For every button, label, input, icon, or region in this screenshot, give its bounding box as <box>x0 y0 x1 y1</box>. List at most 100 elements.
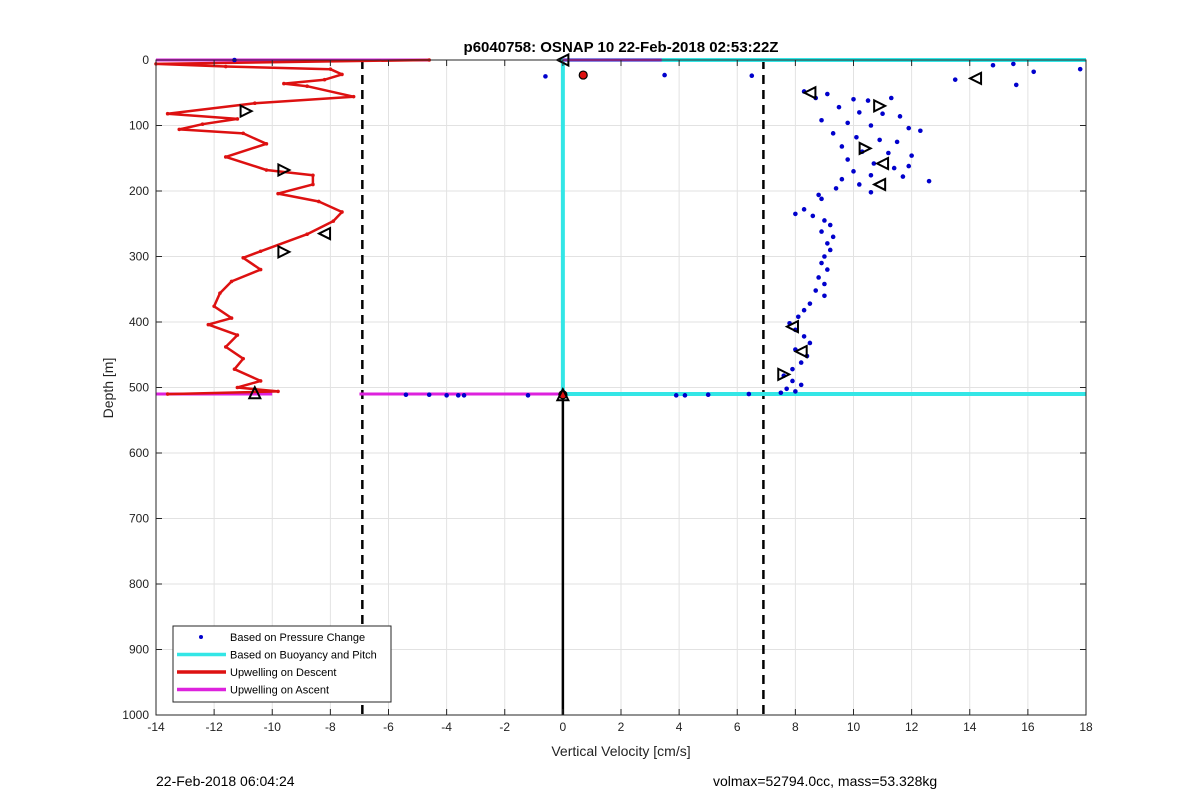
pressure-point <box>952 77 958 82</box>
y-tick-label: 800 <box>129 577 149 591</box>
pressure-point <box>403 392 409 398</box>
pressure-point <box>705 392 711 398</box>
pressure-point <box>868 123 874 128</box>
grid-lines <box>155 59 1087 716</box>
pressure-point <box>790 366 795 372</box>
footer-timestamp: 22-Feb-2018 06:04:24 <box>156 773 295 789</box>
pressure-point <box>857 110 862 115</box>
descent-point <box>282 81 286 86</box>
pressure-point <box>816 275 821 280</box>
x-tick-label: -6 <box>383 720 394 734</box>
pressure-point <box>444 393 449 398</box>
pressure-point <box>543 74 548 79</box>
descent-point <box>316 199 321 204</box>
pressure-point <box>455 393 461 398</box>
pressure-point <box>822 281 827 287</box>
pressure-point <box>825 91 830 97</box>
descent-point <box>223 155 228 159</box>
pressure-point <box>819 196 824 202</box>
pressure-point <box>749 73 755 79</box>
pressure-point <box>900 174 906 179</box>
y-tick-label: 600 <box>129 446 149 460</box>
pressure-point <box>880 111 885 117</box>
y-tick-label: 400 <box>129 315 149 329</box>
pressure-point <box>461 393 467 398</box>
pressure-point <box>801 307 807 313</box>
descent-point <box>276 389 280 394</box>
triangle-marker <box>239 103 254 119</box>
descent-point <box>241 256 245 260</box>
descent-point <box>241 131 245 136</box>
x-tick-label: 6 <box>734 720 741 734</box>
descent-point <box>235 117 240 121</box>
pressure-point <box>830 234 836 240</box>
pressure-point <box>807 301 813 306</box>
descent-point <box>258 249 263 254</box>
descent-point <box>218 291 222 295</box>
y-tick-label: 300 <box>129 250 149 264</box>
triangle-marker <box>555 386 570 402</box>
footer-volmax-mass: volmax=52794.0cc, mass=53.328kg <box>713 773 938 789</box>
descent-point <box>165 392 170 396</box>
descent-point <box>258 379 263 383</box>
x-tick-label: -14 <box>147 720 165 734</box>
pressure-point <box>822 218 827 223</box>
pressure-point <box>813 288 819 293</box>
pressure-point <box>865 98 871 103</box>
descent-point <box>223 64 228 69</box>
red-dot-marker <box>578 70 588 80</box>
pressure-point <box>525 393 531 398</box>
pressure-point <box>891 165 897 171</box>
pressure-point <box>851 97 856 102</box>
x-tick-label: 12 <box>905 720 919 734</box>
descent-point <box>229 316 234 320</box>
descent-point <box>241 356 245 361</box>
pressure-point <box>990 62 996 68</box>
pressure-point <box>801 334 807 339</box>
pressure-point <box>682 393 688 398</box>
x-tick-label: -8 <box>325 720 336 734</box>
pressure-point <box>839 144 845 149</box>
descent-point <box>311 182 315 187</box>
legend-entry-label: Based on Pressure Change <box>230 632 365 644</box>
y-tick-label: 1000 <box>122 708 149 722</box>
triangle-marker <box>967 71 983 86</box>
chart-title: p6040758: OSNAP 10 22-Feb-2018 02:53:22Z <box>464 39 779 56</box>
pressure-point <box>807 340 813 346</box>
x-tick-label: -10 <box>264 720 282 734</box>
pressure-point <box>816 192 821 198</box>
y-tick-label: 700 <box>129 512 149 526</box>
pressure-point <box>827 222 833 228</box>
descent-point <box>328 67 333 71</box>
triangle-marker <box>858 141 873 156</box>
x-tick-label: -4 <box>441 720 452 734</box>
descent-point <box>264 168 269 172</box>
pressure-point <box>798 382 804 388</box>
pressure-point <box>822 293 827 299</box>
pressure-point <box>845 120 850 126</box>
descent-point <box>305 232 309 237</box>
triangle-marker <box>316 226 332 241</box>
pressure-point <box>819 117 824 123</box>
pressure-point <box>836 104 842 110</box>
triangle-marker <box>277 244 292 260</box>
pressure-point <box>833 186 839 191</box>
pressure-point <box>886 150 891 156</box>
descent-point <box>264 142 269 146</box>
pressure-point <box>822 254 827 259</box>
legend-entry-label: Upwelling on Ascent <box>230 685 329 697</box>
pressure-point <box>857 182 862 187</box>
pressure-point <box>1077 66 1083 72</box>
y-tick-label: 900 <box>129 643 149 657</box>
descent-point <box>331 219 336 223</box>
pressure-point <box>897 114 903 119</box>
triangle-marker <box>873 98 888 113</box>
triangle-marker <box>871 177 887 192</box>
triangle-marker <box>247 385 262 400</box>
descent-point <box>235 333 240 337</box>
pressure-point <box>810 213 816 219</box>
descent-point <box>305 84 309 88</box>
pressure-point <box>1031 69 1036 75</box>
pressure-point <box>871 161 877 166</box>
pressure-point <box>801 207 807 212</box>
